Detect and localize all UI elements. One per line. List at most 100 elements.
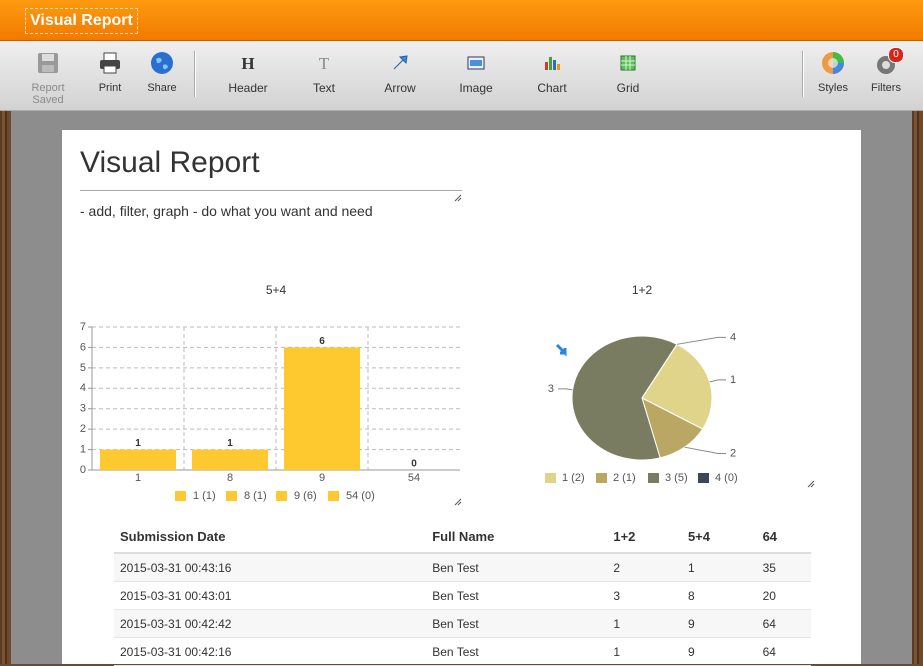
legend-swatch [175, 491, 186, 501]
styles-button[interactable]: Styles [803, 51, 863, 94]
bar [284, 347, 360, 470]
legend-swatch [648, 473, 659, 483]
table-cell: 9 [681, 609, 757, 638]
button-label: Grid [616, 81, 640, 95]
button-label: Share [147, 82, 177, 94]
table-cell: 20 [756, 581, 811, 610]
app-title[interactable]: Visual Report [25, 8, 138, 34]
column-header: Submission Date [114, 520, 427, 554]
icon [545, 57, 560, 70]
legend-swatch [276, 491, 287, 501]
arrow-button[interactable]: Arrow [370, 51, 430, 94]
button-label: Image [459, 81, 493, 95]
value-label: 6 [319, 336, 325, 347]
table-cell: 1 [681, 553, 757, 582]
table-cell: 1 [607, 609, 682, 638]
filters-button[interactable]: 0 Filters [856, 47, 916, 94]
value-label: 0 [411, 459, 417, 470]
button-label: Filters [871, 82, 901, 94]
filter-badge: 0 [888, 47, 904, 63]
button-label: Chart [537, 81, 567, 95]
text-button[interactable]: T Text [294, 51, 354, 94]
x-tick-label: 1 [135, 472, 141, 484]
slice-label: 4 [730, 331, 736, 343]
share-button[interactable]: Share [132, 51, 192, 94]
y-tick-label: 3 [80, 403, 86, 415]
separator [802, 51, 804, 97]
button-label: Header [228, 81, 268, 95]
wood-border [912, 110, 923, 664]
table-row: 2015-03-31 00:42:16 Ben Test 1 9 64 [114, 637, 811, 666]
table-cell: 64 [756, 637, 811, 666]
header-button[interactable]: H Header [218, 51, 278, 94]
save-button[interactable]: Report Saved [18, 51, 78, 106]
x-tick-label: 9 [319, 472, 325, 484]
svg-text:T: T [319, 54, 330, 73]
button-label: Report Saved [31, 82, 65, 106]
slice-label: 2 [730, 447, 736, 459]
bar [192, 449, 268, 470]
y-tick-label: 2 [80, 423, 86, 435]
table-row: 2015-03-31 00:43:01 Ben Test 3 8 20 [114, 581, 811, 610]
table-cell: 9 [681, 637, 757, 666]
y-tick-label: 0 [80, 464, 86, 476]
leader-line [558, 388, 573, 391]
column-header: 5+4 [681, 520, 757, 554]
icon [100, 52, 120, 74]
legend-swatch [698, 473, 709, 483]
y-tick-label: 7 [80, 321, 86, 333]
table-cell: Ben Test [426, 637, 608, 666]
chart-title: 1+2 [632, 283, 653, 297]
divider [80, 190, 462, 191]
button-label: Print [98, 82, 122, 94]
table-cell: 2 [607, 553, 682, 582]
legend-label: 8 (1) [244, 490, 267, 502]
title-bar: Visual Report [0, 0, 923, 41]
icon [393, 55, 408, 70]
leader-line [676, 336, 726, 345]
legend-label: 4 (0) [715, 472, 738, 484]
legend-label: 1 (1) [193, 490, 216, 502]
legend-label: 1 (2) [562, 472, 585, 484]
button-label: Arrow [384, 81, 416, 95]
report-title[interactable]: Visual Report [80, 146, 260, 179]
bar [100, 449, 176, 470]
chart-title: 5+4 [266, 283, 287, 297]
report-subtitle[interactable]: - add, filter, graph - do what you want … [80, 203, 373, 219]
separator [194, 51, 196, 97]
legend-swatch [545, 473, 556, 483]
resize-grip [454, 498, 462, 506]
grid-button[interactable]: Grid [598, 51, 658, 94]
legend-label: 54 (0) [346, 490, 375, 502]
toolbar: Report Saved Print Share H Header T Text… [0, 41, 923, 111]
icon [151, 52, 173, 74]
icon [620, 55, 636, 71]
table-cell: 1 [607, 637, 682, 666]
table-cell: Ben Test [426, 553, 608, 582]
legend-label: 3 (5) [665, 472, 688, 484]
y-tick-label: 5 [80, 362, 86, 374]
print-button[interactable]: Print [80, 51, 140, 94]
icon [38, 53, 58, 73]
wood-border [0, 110, 11, 664]
image-button[interactable]: Image [446, 51, 506, 94]
column-header: 64 [756, 520, 811, 554]
button-label: Styles [818, 82, 848, 94]
table-cell: 64 [756, 609, 811, 638]
table-row: 2015-03-31 00:43:16 Ben Test 2 1 35 [114, 553, 811, 582]
table-cell: 2015-03-31 00:42:16 [114, 637, 427, 666]
table-cell: 2015-03-31 00:43:16 [114, 553, 427, 582]
resize-grip [807, 480, 815, 488]
column-header: 1+2 [607, 520, 682, 554]
legend-label: 2 (1) [613, 472, 636, 484]
arrow-shape[interactable] [555, 343, 567, 357]
value-label: 1 [227, 438, 233, 449]
chart-button[interactable]: Chart [522, 51, 582, 94]
table-cell: 35 [756, 553, 811, 582]
button-label: Text [312, 81, 335, 95]
legend-swatch [328, 491, 339, 501]
y-tick-label: 1 [80, 443, 86, 455]
y-tick-label: 4 [80, 382, 86, 394]
table-cell: 3 [607, 581, 682, 610]
